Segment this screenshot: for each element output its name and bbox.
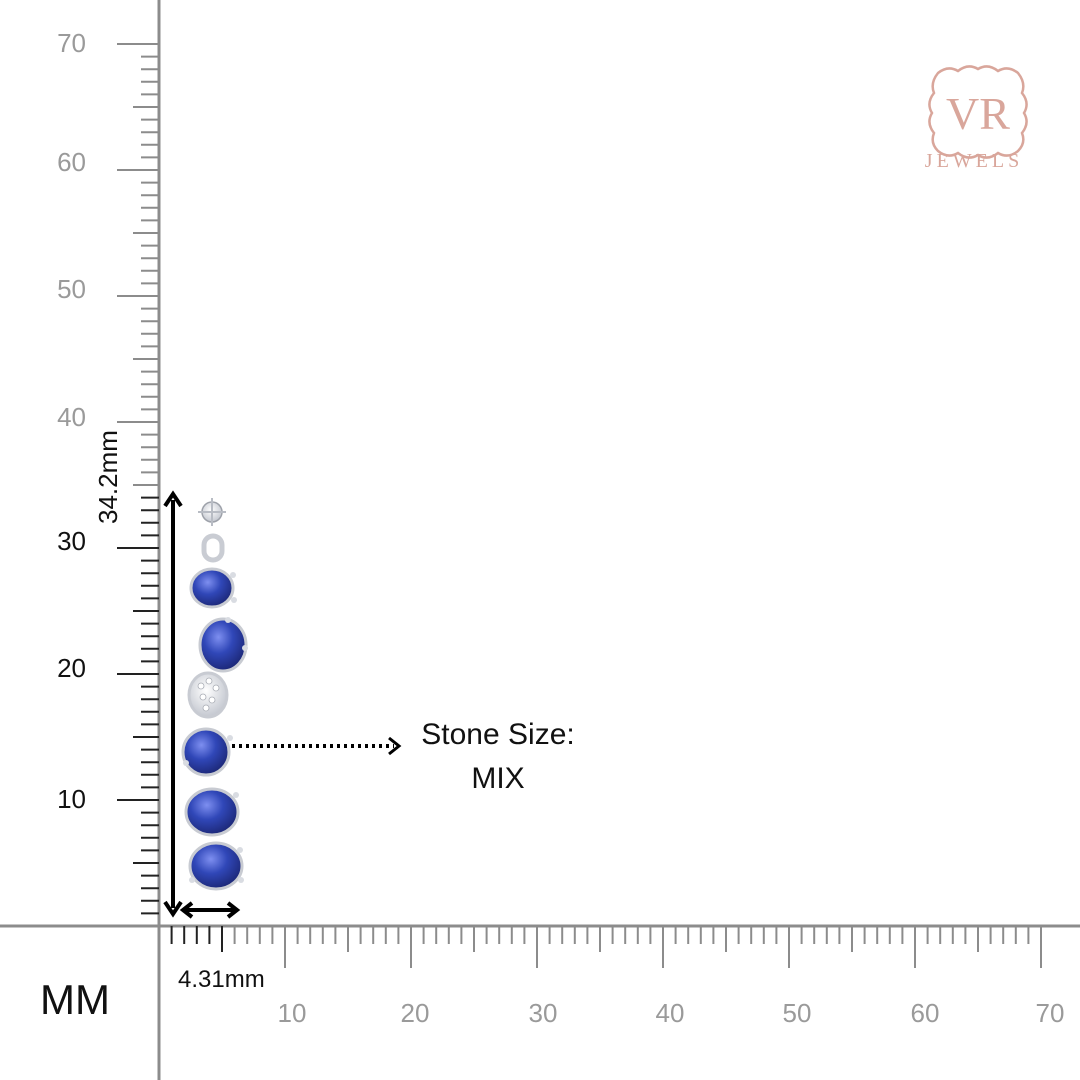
width-dimension-label: 4.31mm <box>178 966 265 993</box>
x-axis-label-40: 40 <box>655 998 685 1028</box>
y-axis-label-20: 20 <box>57 653 86 683</box>
stone-size-callout: Stone Size: MIX <box>410 713 586 801</box>
y-axis-label-40: 40 <box>57 402 86 432</box>
earring-image <box>181 498 248 891</box>
width-arrow <box>179 901 241 919</box>
brand-monogram: VR <box>946 88 1010 139</box>
stone-pointer-arrow <box>232 736 402 756</box>
x-axis-label-20: 20 <box>400 998 430 1028</box>
y-axis-label-70: 70 <box>57 28 86 58</box>
x-axis-ticks <box>170 926 1042 968</box>
x-axis-label-60: 60 <box>910 998 940 1028</box>
stone-size-title: Stone Size: <box>421 718 575 751</box>
x-axis-label-70: 70 <box>1035 998 1065 1028</box>
y-axis-label-10: 10 <box>57 784 86 814</box>
height-arrow <box>163 490 183 918</box>
y-axis-label-30: 30 <box>57 526 86 556</box>
y-axis-label-50: 50 <box>57 274 86 304</box>
brand-logo: VR <box>928 65 1028 159</box>
x-axis-label-30: 30 <box>528 998 558 1028</box>
y-axis-ticks <box>117 43 159 915</box>
brand-name: JEWELS <box>924 150 1024 172</box>
unit-label: MM <box>40 976 110 1023</box>
x-axis-label-50: 50 <box>782 998 812 1028</box>
x-axis-label-10: 10 <box>277 998 307 1028</box>
stone-size-value: MIX <box>471 762 525 795</box>
y-axis-label-60: 60 <box>57 147 86 177</box>
height-dimension-label: 34.2mm <box>93 430 123 524</box>
